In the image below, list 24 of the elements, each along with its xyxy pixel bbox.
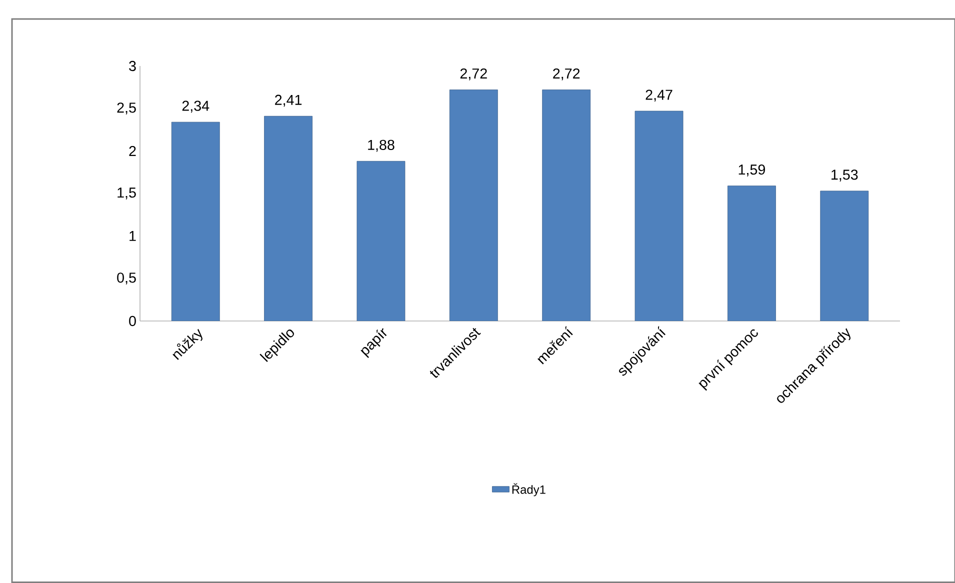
bar — [171, 122, 220, 321]
y-tick-label: 1 — [130, 231, 136, 241]
bar — [356, 161, 406, 321]
y-tick-label: 3 — [129, 60, 136, 72]
bar — [634, 110, 684, 321]
y-tick-label: 0 — [129, 316, 136, 326]
legend-label: Řady1 — [512, 483, 546, 496]
data-label: 2,34 — [182, 100, 210, 113]
bar — [449, 90, 498, 321]
bar — [542, 90, 591, 321]
data-label: 2,72 — [460, 68, 487, 80]
data-label: 1,59 — [738, 164, 765, 176]
data-label: 2,47 — [646, 90, 672, 102]
y-tick-label: 1,5 — [118, 188, 136, 200]
bar — [264, 116, 312, 321]
data-label: 1,88 — [368, 140, 394, 152]
data-label: 1,53 — [832, 170, 858, 182]
y-tick-label: 0,5 — [117, 272, 136, 284]
bar — [820, 190, 869, 321]
y-tick-label: 2,5 — [117, 102, 136, 114]
bar — [728, 186, 776, 321]
y-tick-label: 2 — [129, 146, 136, 156]
data-label: 2,72 — [553, 68, 580, 80]
data-label: 2,41 — [275, 94, 302, 107]
